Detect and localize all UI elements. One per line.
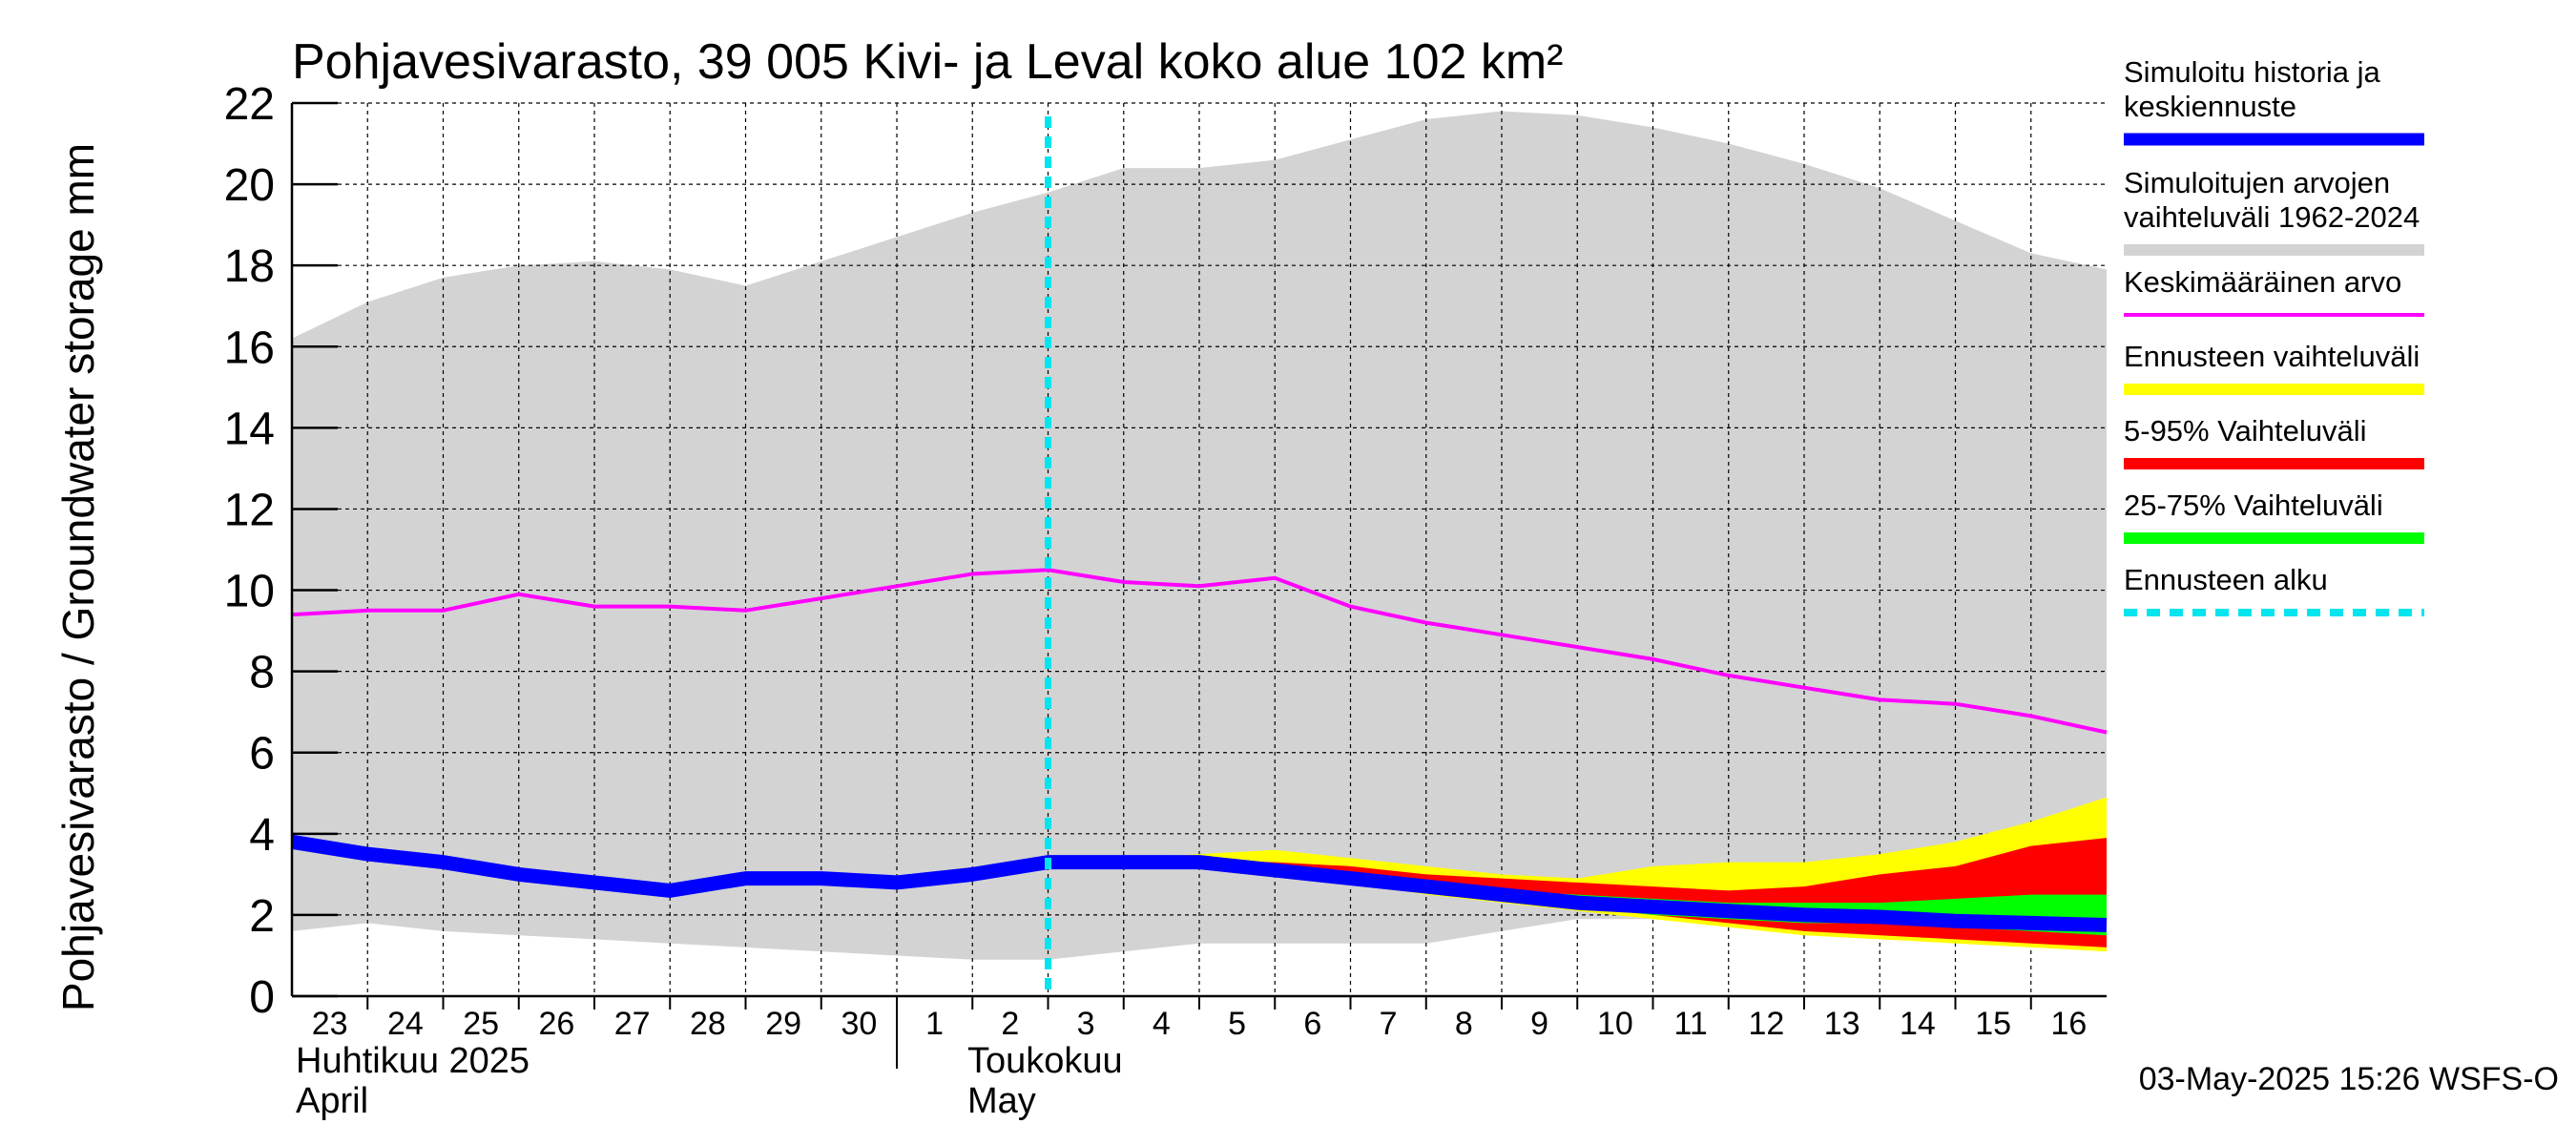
month-label-en: April — [296, 1081, 368, 1121]
x-tick-label: 2 — [1001, 1006, 1019, 1042]
y-tick-label: 22 — [224, 79, 275, 130]
y-tick-label: 6 — [249, 729, 275, 780]
series-lines-layer — [290, 116, 2108, 996]
x-tick-label: 3 — [1077, 1006, 1095, 1042]
x-tick-label: 9 — [1530, 1006, 1548, 1042]
month-label-en: May — [967, 1081, 1036, 1121]
x-tick-label: 24 — [387, 1006, 424, 1042]
historical-range-layer — [292, 111, 2107, 960]
x-tick-label: 7 — [1380, 1006, 1398, 1042]
y-tick-label: 2 — [249, 891, 275, 942]
y-tick-label: 4 — [249, 810, 275, 861]
chart-title: Pohjavesivarasto, 39 005 Kivi- ja Leval … — [292, 34, 1564, 90]
x-tick-label: 10 — [1597, 1006, 1633, 1042]
y-tick-label: 16 — [224, 323, 275, 373]
x-tick-label: 30 — [841, 1006, 877, 1042]
x-tick-label: 23 — [312, 1006, 348, 1042]
x-tick-label: 15 — [1975, 1006, 2011, 1042]
x-tick-label: 5 — [1228, 1006, 1246, 1042]
legend-label: vaihteluväli 1962-2024 — [2124, 200, 2420, 234]
y-tick-label: 14 — [224, 404, 275, 454]
footer-timestamp: 03-May-2025 15:26 WSFS-O — [2139, 1061, 2559, 1097]
x-tick-label: 25 — [463, 1006, 499, 1042]
x-tick-label: 27 — [614, 1006, 651, 1042]
median-forecast-line — [290, 834, 2108, 932]
y-tick-label: 0 — [249, 972, 275, 1023]
x-tick-label: 28 — [690, 1006, 726, 1042]
mean-line — [291, 568, 2108, 735]
x-tick-label: 14 — [1900, 1006, 1936, 1042]
month-label-fi: Toukokuu — [967, 1041, 1123, 1081]
x-tick-label: 11 — [1673, 1006, 1707, 1042]
x-tick-label: 16 — [2050, 1006, 2087, 1042]
legend-label: Ennusteen vaihteluväli — [2124, 340, 2420, 373]
y-tick-label: 12 — [224, 485, 275, 535]
x-tick-label: 6 — [1303, 1006, 1321, 1042]
x-tick-label: 1 — [925, 1006, 944, 1042]
legend-label: Ennusteen alku — [2124, 563, 2328, 596]
y-tick-label: 10 — [224, 567, 275, 617]
x-tick-label: 29 — [765, 1006, 801, 1042]
legend-label: 5-95% Vaihteluväli — [2124, 414, 2366, 448]
legend-label: Simuloitu historia ja — [2124, 55, 2381, 89]
y-tick-label: 20 — [224, 160, 275, 211]
legend-label: Simuloitujen arvojen — [2124, 166, 2390, 199]
x-tick-label: 13 — [1824, 1006, 1860, 1042]
legend-label: Keskimääräinen arvo — [2124, 265, 2401, 299]
legend-label: keskiennuste — [2124, 90, 2296, 123]
x-tick-label: 12 — [1748, 1006, 1784, 1042]
x-tick-label: 8 — [1455, 1006, 1473, 1042]
legend-label: 25-75% Vaihteluväli — [2124, 489, 2383, 522]
y-tick-label: 18 — [224, 241, 275, 292]
x-tick-label: 4 — [1153, 1006, 1171, 1042]
month-label-fi: Huhtikuu 2025 — [296, 1041, 530, 1081]
y-axis-label: Pohjavesivarasto / Groundwater storage m… — [53, 143, 103, 1011]
historical-range-band — [292, 111, 2107, 960]
y-tick-label: 8 — [249, 648, 275, 698]
x-tick-label: 26 — [538, 1006, 574, 1042]
